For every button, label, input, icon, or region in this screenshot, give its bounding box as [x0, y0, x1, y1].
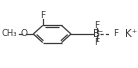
Text: K⁺: K⁺ — [125, 29, 137, 39]
Text: CH₃: CH₃ — [2, 30, 17, 38]
Text: F: F — [40, 11, 45, 20]
Text: F: F — [94, 21, 100, 30]
Text: O: O — [20, 30, 27, 38]
Text: −: − — [97, 28, 103, 33]
Text: F: F — [94, 38, 100, 47]
Text: F: F — [113, 30, 118, 38]
Text: B: B — [93, 29, 101, 39]
